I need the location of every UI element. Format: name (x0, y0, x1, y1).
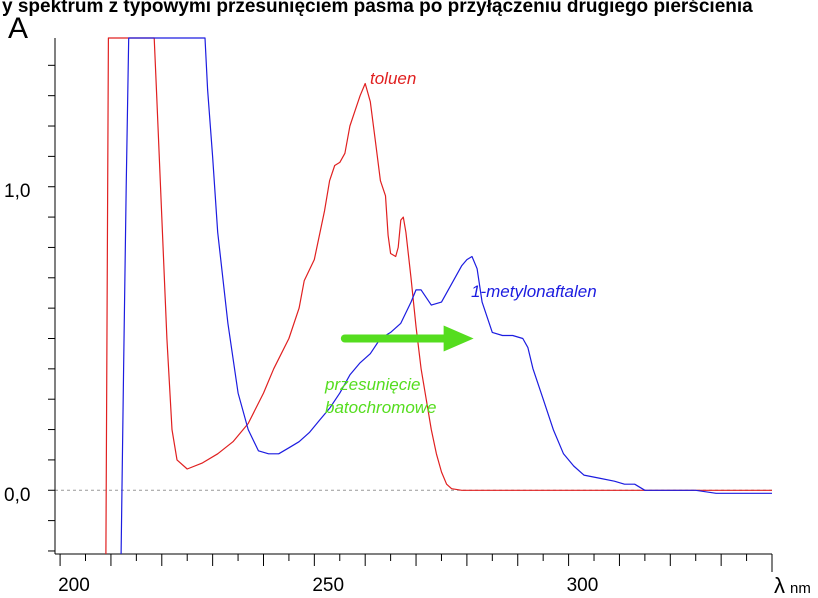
series-layer (105, 37, 772, 555)
x-tick-label-200: 200 (58, 575, 90, 596)
shift-label-line1: przesunięcie (324, 375, 420, 394)
toluen-label: toluen (370, 69, 416, 88)
y-axis-label: A (8, 12, 28, 45)
series-line-metylonaftalen (120, 37, 772, 555)
metylonaftalen-label: 1-metylonaftalen (471, 282, 597, 301)
bathochromic-shift-arrow (340, 325, 474, 352)
arrow-head (443, 325, 474, 352)
y-axis-ticks (48, 64, 55, 552)
shift-label-line2: batochromowe (325, 398, 437, 417)
page-title: y spektrum z typowymi przesunięciem pasm… (2, 0, 753, 17)
x-axis-symbol: λ (774, 573, 785, 598)
series-line-toluen (105, 37, 772, 555)
x-axis-ticks (59, 554, 773, 572)
x-tick-label-250: 250 (312, 575, 344, 596)
x-axis-unit: nm (790, 580, 811, 597)
x-tick-label-300: 300 (567, 575, 599, 596)
y-tick-label-0-0: 0,0 (4, 485, 30, 506)
y-tick-label-1-0: 1,0 (4, 181, 30, 202)
